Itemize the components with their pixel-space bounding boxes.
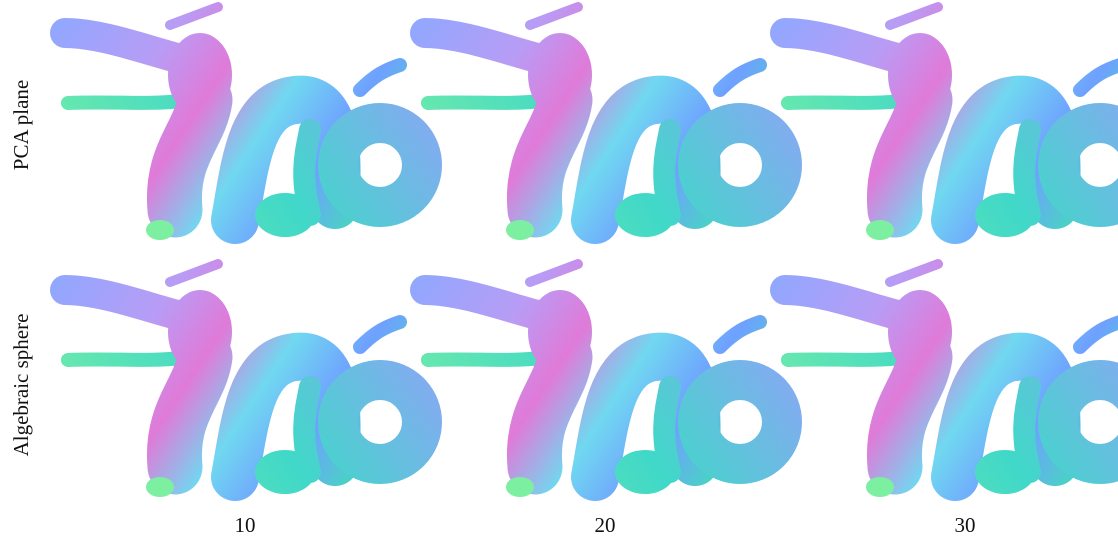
dragon-image xyxy=(65,264,422,497)
dragon-image xyxy=(65,7,422,240)
column-label: 20 xyxy=(595,513,616,537)
row-label: Algebraic sphere xyxy=(9,314,33,457)
dragon-image xyxy=(425,7,782,240)
dragon-image xyxy=(785,7,1118,240)
column-label: 10 xyxy=(235,513,256,537)
image-grid xyxy=(65,7,1118,497)
figure: PCA plane Algebraic sphere 10 20 30 xyxy=(0,0,1118,541)
dragon-image xyxy=(425,264,782,497)
dragon-image xyxy=(785,264,1118,497)
row-label: PCA plane xyxy=(9,80,33,170)
column-label: 30 xyxy=(955,513,976,537)
